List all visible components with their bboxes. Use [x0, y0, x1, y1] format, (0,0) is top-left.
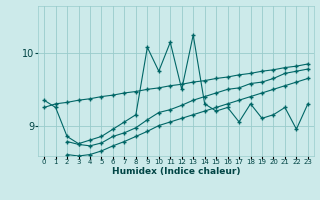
X-axis label: Humidex (Indice chaleur): Humidex (Indice chaleur) [112, 167, 240, 176]
